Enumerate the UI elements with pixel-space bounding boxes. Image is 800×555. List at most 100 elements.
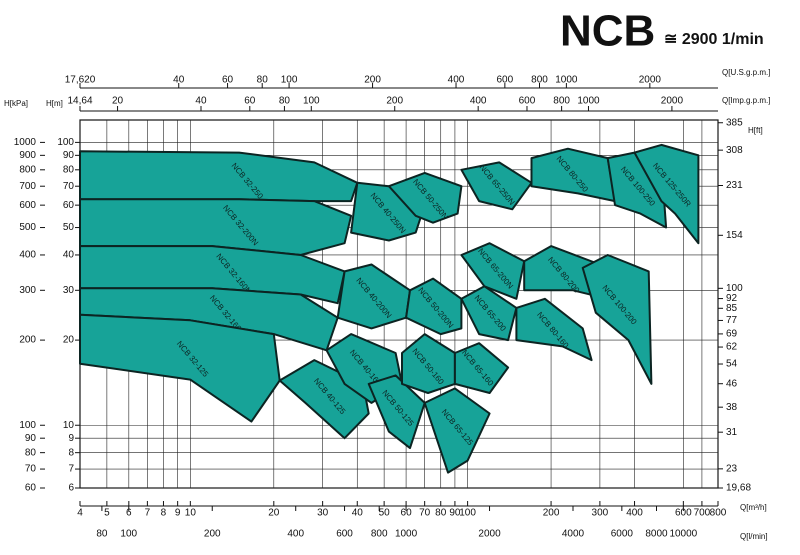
tick-label: 300 bbox=[592, 508, 609, 519]
pump-tile bbox=[581, 254, 653, 385]
tick-label: 154 bbox=[726, 230, 743, 241]
tick-label: 77 bbox=[726, 315, 738, 326]
tick-label: 700 bbox=[19, 181, 36, 192]
chart-subtitle: ≅ 2900 1/min bbox=[664, 31, 764, 48]
tick-label: 90 bbox=[25, 433, 37, 444]
tick-label: 100 bbox=[281, 75, 298, 86]
tick-label: 80 bbox=[279, 96, 291, 107]
tick-label: 100 bbox=[303, 96, 320, 107]
tick-label: 2000 bbox=[661, 96, 684, 107]
tick-label: 8 bbox=[161, 508, 167, 519]
pump-tile bbox=[460, 161, 533, 211]
tick-label: 800 bbox=[531, 75, 548, 86]
tick-label: 2000 bbox=[478, 529, 501, 540]
tick-label: 70 bbox=[419, 508, 431, 519]
tick-label: 8000 bbox=[645, 529, 668, 540]
tick-label: 200 bbox=[364, 75, 381, 86]
tick-label: 400 bbox=[470, 96, 487, 107]
tick-label: 600 bbox=[675, 508, 692, 519]
tick-label: 9 bbox=[175, 508, 181, 519]
tick-label: 4 bbox=[77, 508, 83, 519]
tick-label: 200 bbox=[19, 335, 36, 346]
pump-tile bbox=[387, 171, 463, 224]
pump-tile bbox=[423, 387, 491, 474]
tick-label: 90 bbox=[449, 508, 461, 519]
tick-label: 9 bbox=[68, 433, 74, 444]
tick-label: 6 bbox=[126, 508, 132, 519]
tick-label: 385 bbox=[726, 117, 743, 128]
tick-label: 7 bbox=[68, 464, 74, 475]
tick-label: 700 bbox=[694, 508, 711, 519]
tick-label: 90 bbox=[63, 150, 75, 161]
pump-tile bbox=[79, 313, 281, 423]
x3-title: Q[U.S.g.p.m.] bbox=[722, 68, 770, 77]
tick-label: 60 bbox=[401, 508, 413, 519]
tick-label: 31 bbox=[726, 427, 738, 438]
tick-label: 60 bbox=[222, 75, 234, 86]
tick-label: 1000 bbox=[555, 75, 578, 86]
tick-label: 38 bbox=[726, 402, 738, 413]
tick-label: 80 bbox=[96, 529, 108, 540]
tick-label: 308 bbox=[726, 145, 743, 156]
tick-label: 600 bbox=[19, 200, 36, 211]
tick-label: 40 bbox=[173, 75, 185, 86]
tick-label: 19,68 bbox=[726, 483, 751, 494]
tick-label: 30 bbox=[63, 285, 75, 296]
tick-label: 20 bbox=[112, 96, 124, 107]
tick-label: 60 bbox=[25, 483, 37, 494]
tick-label: 800 bbox=[553, 96, 570, 107]
tick-label: 92 bbox=[726, 293, 738, 304]
tick-label: 40 bbox=[195, 96, 207, 107]
pump-tile bbox=[633, 143, 700, 245]
tick-label: 10 bbox=[185, 508, 197, 519]
tick-label: 600 bbox=[336, 529, 353, 540]
tick-label: 50 bbox=[63, 222, 75, 233]
pump-tile bbox=[460, 285, 518, 342]
tick-label: 231 bbox=[726, 180, 743, 191]
tick-label: 800 bbox=[19, 164, 36, 175]
tick-label: 200 bbox=[543, 508, 560, 519]
tick-label: 100 bbox=[57, 137, 74, 148]
y2-title: H[kPa] bbox=[4, 99, 28, 108]
tick-label: 80 bbox=[25, 447, 37, 458]
tick-label: 500 bbox=[19, 222, 36, 233]
tick-label: 30 bbox=[317, 508, 329, 519]
chart-title: NCB bbox=[560, 7, 655, 56]
tick-label: 80 bbox=[257, 75, 269, 86]
tick-label: 62 bbox=[726, 342, 738, 353]
tick-label: 100 bbox=[120, 529, 137, 540]
tick-label: 1000 bbox=[577, 96, 600, 107]
x-title: Q[m³/h] bbox=[740, 503, 767, 512]
tick-label: 100 bbox=[726, 283, 743, 294]
tick-label: 50 bbox=[379, 508, 391, 519]
tick-label: 1000 bbox=[14, 137, 37, 148]
tick-label: 60 bbox=[244, 96, 256, 107]
pump-tile bbox=[367, 374, 426, 450]
y3-title: H[ft] bbox=[748, 126, 763, 135]
tick-label: 600 bbox=[519, 96, 536, 107]
tick-label: 400 bbox=[19, 250, 36, 261]
tick-label: 100 bbox=[459, 508, 476, 519]
tick-label: 14,64 bbox=[67, 96, 92, 107]
tick-label: 70 bbox=[25, 464, 37, 475]
tick-label: 40 bbox=[63, 250, 75, 261]
tick-label: 80 bbox=[63, 164, 75, 175]
tick-label: 85 bbox=[726, 303, 738, 314]
tick-label: 800 bbox=[710, 508, 727, 519]
tick-label: 2000 bbox=[639, 75, 662, 86]
tick-label: 300 bbox=[19, 285, 36, 296]
tick-label: 7 bbox=[145, 508, 151, 519]
tick-label: 10 bbox=[63, 420, 75, 431]
tick-label: 200 bbox=[386, 96, 403, 107]
tick-label: 8 bbox=[68, 447, 74, 458]
tick-label: 70 bbox=[63, 181, 75, 192]
tick-label: 600 bbox=[497, 75, 514, 86]
tick-label: 100 bbox=[19, 420, 36, 431]
tick-label: 200 bbox=[204, 529, 221, 540]
tick-label: 46 bbox=[726, 378, 738, 389]
tick-label: 5 bbox=[104, 508, 110, 519]
tick-label: 400 bbox=[626, 508, 643, 519]
